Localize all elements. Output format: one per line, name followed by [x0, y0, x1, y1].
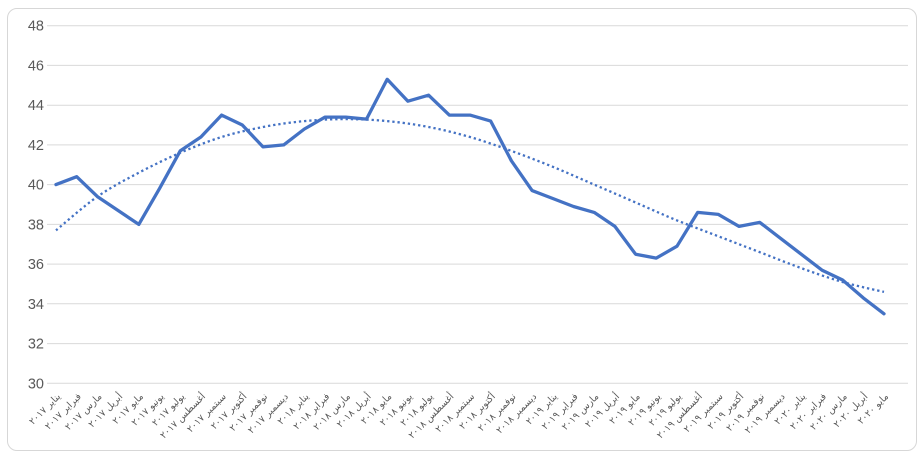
y-axis-tick-label: 44 — [28, 98, 44, 114]
y-axis-tick-label: 38 — [28, 217, 44, 233]
y-axis-tick-label: 46 — [28, 58, 44, 74]
y-axis-tick-label: 40 — [28, 178, 44, 194]
y-axis-tick-label: 42 — [28, 138, 44, 154]
y-axis-tick-label: 32 — [28, 337, 44, 353]
y-axis-tick-label: 34 — [28, 297, 44, 313]
y-axis-labels: 30 32 34 36 38 40 42 44 46 48 — [28, 19, 44, 393]
trendline-dotted — [55, 117, 885, 294]
y-axis-tick-label: 36 — [28, 257, 44, 273]
y-axis-tick-label: 30 — [28, 376, 44, 392]
data-series-line — [54, 77, 886, 316]
chart-frame — [7, 8, 917, 451]
y-axis-tick-label: 48 — [28, 19, 44, 35]
gridlines — [47, 25, 908, 384]
